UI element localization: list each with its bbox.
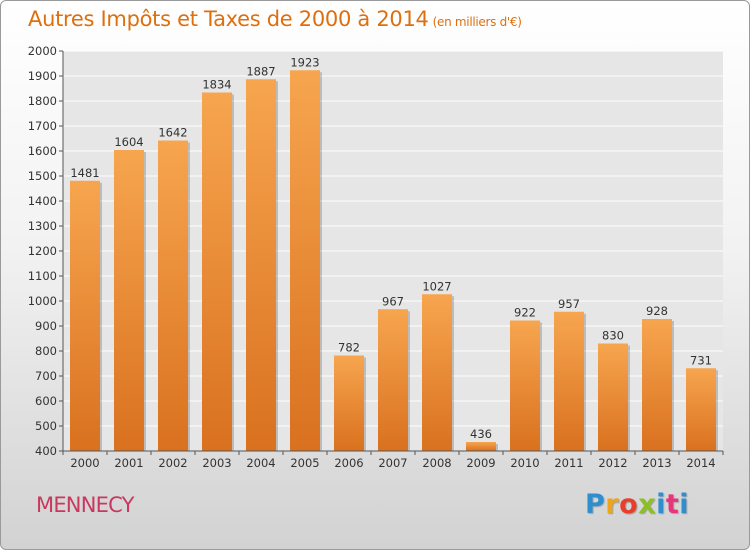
x-tick-label: 2004	[246, 456, 275, 470]
y-tick-label: 600	[35, 394, 57, 408]
logo-letter: i	[679, 489, 690, 520]
logo-letter: P	[585, 489, 606, 520]
data-label: 928	[646, 304, 668, 318]
data-label: 436	[470, 427, 492, 441]
x-axis: 2000 2001 2002 2003 2004 2005 2006 2007 2008 2009…	[62, 450, 724, 470]
x-tick-label: 2002	[158, 456, 187, 470]
city-name: MENNECY	[36, 493, 134, 517]
data-label: 1834	[202, 78, 231, 92]
bar	[598, 343, 628, 451]
data-label: 1481	[70, 166, 99, 180]
bar	[158, 140, 188, 451]
y-tick-label: 1600	[28, 144, 57, 158]
y-tick-label: 1900	[28, 69, 57, 83]
x-tick-label: 2003	[202, 456, 231, 470]
data-label: 967	[382, 294, 404, 308]
data-label: 1887	[246, 64, 275, 78]
x-tick-label: 2008	[422, 456, 451, 470]
bar	[422, 294, 452, 451]
x-tick-label: 2012	[598, 456, 627, 470]
x-tick-label: 2014	[686, 456, 715, 470]
data-label: 922	[514, 306, 536, 320]
bar	[642, 319, 672, 451]
data-label: 957	[558, 297, 580, 311]
y-tick-label: 1400	[28, 194, 57, 208]
bars	[70, 70, 718, 451]
x-tick-label: 2009	[466, 456, 495, 470]
y-tick-label: 1800	[28, 94, 57, 108]
x-tick-label: 2006	[334, 456, 363, 470]
bar	[510, 320, 540, 451]
bar	[334, 355, 364, 451]
data-label: 830	[602, 329, 624, 343]
data-label: 731	[690, 353, 712, 367]
x-tick-label: 2011	[554, 456, 583, 470]
y-tick-label: 1700	[28, 119, 57, 133]
data-labels: 1481 1604 1642 1834 1887 1923 782 967 1027 436 922…	[70, 55, 712, 441]
logo-letter: i	[656, 489, 666, 520]
bar	[70, 180, 100, 451]
bar	[554, 311, 584, 451]
y-tick-label: 700	[35, 369, 57, 383]
data-label: 1923	[290, 55, 319, 69]
chart-title-text: Autres Impôts et Taxes de 2000 à 2014	[28, 7, 429, 31]
bar	[246, 79, 276, 451]
x-tick-label: 2013	[642, 456, 671, 470]
logo-letter: o	[619, 489, 639, 520]
proxiti-logo: Proxiti	[585, 489, 689, 520]
x-tick-label: 2005	[290, 456, 319, 470]
x-tick-label: 2007	[378, 456, 407, 470]
y-tick-label: 800	[35, 344, 57, 358]
x-tick-label: 2001	[114, 456, 143, 470]
bar	[114, 150, 144, 451]
chart-unit: (en milliers d'€)	[432, 15, 522, 29]
y-tick-label: 1300	[28, 219, 57, 233]
y-tick-label: 1500	[28, 169, 57, 183]
y-tick-label: 400	[35, 444, 57, 458]
y-tick-label: 500	[35, 419, 57, 433]
logo-letter: t	[665, 489, 680, 520]
y-tick-label: 1000	[28, 294, 57, 308]
chart-title: Autres Impôts et Taxes de 2000 à 2014 (en…	[28, 7, 522, 31]
y-tick-label: 1200	[28, 244, 57, 258]
bar	[466, 442, 496, 451]
data-label: 1604	[114, 135, 143, 149]
bar	[378, 309, 408, 451]
logo-letter: r	[605, 489, 620, 520]
y-tick-label: 1100	[28, 269, 57, 283]
data-label: 1642	[158, 126, 187, 140]
data-label: 782	[338, 341, 360, 355]
x-tick-label: 2010	[510, 456, 539, 470]
x-tick-label: 2000	[70, 456, 99, 470]
y-tick-label: 2000	[28, 44, 57, 58]
bar	[290, 70, 320, 451]
y-axis: 400 500 600 700 800 900 1000 1100 1200 1300 1400 15…	[28, 44, 64, 458]
data-label: 1027	[422, 279, 451, 293]
logo-letter: x	[638, 489, 657, 520]
y-tick-label: 900	[35, 319, 57, 333]
bar	[686, 368, 716, 451]
bar	[202, 92, 232, 451]
